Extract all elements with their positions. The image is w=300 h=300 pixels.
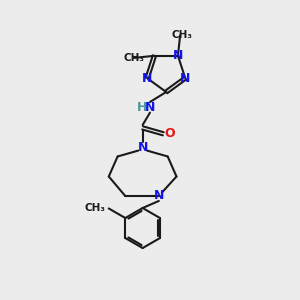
Text: CH₃: CH₃ [123, 53, 144, 63]
Text: H: H [136, 101, 147, 114]
Text: N: N [137, 141, 148, 154]
Text: N: N [154, 189, 164, 202]
Text: CH₃: CH₃ [171, 30, 192, 40]
Text: N: N [180, 72, 190, 85]
Text: CH₃: CH₃ [85, 203, 106, 213]
Text: N: N [173, 49, 183, 62]
Text: N: N [145, 101, 155, 114]
Text: O: O [164, 127, 175, 140]
Text: N: N [142, 72, 152, 85]
